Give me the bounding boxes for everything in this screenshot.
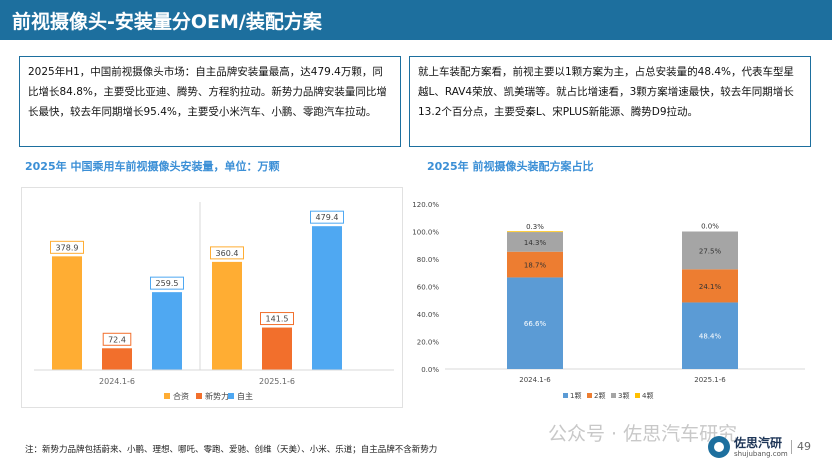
data-label-box-1-0 xyxy=(102,332,132,346)
bar-1-0 xyxy=(102,348,132,370)
data-label-2-0: 259.5 xyxy=(156,279,179,288)
chart1-panel: 378.9 72.4 259.5 2024.1-6 360.4 141.5 479.4 202… xyxy=(21,187,403,408)
x-tick-label-1: 2025.1-6 xyxy=(259,377,295,386)
data-label-1-0: 72.4 xyxy=(108,335,126,344)
data-label-1-1: 24.1% xyxy=(699,283,722,291)
data-label-0-0: 66.6% xyxy=(524,320,547,328)
data-label-0-1: 360.4 xyxy=(216,249,239,258)
legend-label-0: 1颗 xyxy=(570,392,581,400)
data-label-box-1-1 xyxy=(260,312,294,326)
bar-2-0 xyxy=(152,292,182,370)
header-bar: 前视摄像头-安装量分OEM/装配方案 xyxy=(0,0,832,40)
stack-seg-1-1 xyxy=(682,269,738,303)
data-label-1-0: 18.7% xyxy=(524,262,547,270)
stack-seg-2-0 xyxy=(507,232,563,252)
y-tick-label-4: 80.0% xyxy=(417,256,440,264)
chart1-title: 2025年 中国乘用车前视摄像头安装量，单位：万颗 xyxy=(25,160,280,173)
watermark: 公众号 · 佐思汽车研究 xyxy=(548,423,738,445)
data-label-2-0: 14.3% xyxy=(524,239,547,247)
footnote: 注：新势力品牌包括蔚来、小鹏、理想、哪吒、零跑、爱驰、创维（天美）、小米、乐道；… xyxy=(25,445,438,455)
page-number-divider xyxy=(791,440,792,454)
data-label-box-0-1 xyxy=(210,246,244,260)
x-tick-label-0: 2024.1-6 xyxy=(99,377,135,386)
data-label-2-1: 27.5% xyxy=(699,247,722,255)
stack-seg-0-0 xyxy=(507,277,563,369)
y-tick-label-3: 60.0% xyxy=(417,284,440,292)
data-label-0-1: 48.4% xyxy=(699,333,722,341)
x-tick-label-1: 2025.1-6 xyxy=(694,376,726,384)
legend-swatch-0 xyxy=(164,393,170,399)
legend-swatch-0 xyxy=(563,393,568,398)
page-number: 49 xyxy=(797,440,811,453)
bar-0-0 xyxy=(52,256,82,370)
legend-label-1: 2颗 xyxy=(594,392,605,400)
summary-left: 2025年H1，中国前视摄像头市场：自主品牌安装量最高，达479.4万颗，同比增… xyxy=(19,56,401,147)
bar-0-1 xyxy=(212,261,242,370)
legend-swatch-2 xyxy=(611,393,616,398)
legend-swatch-1 xyxy=(196,393,202,399)
y-tick-label-6: 120.0% xyxy=(412,201,439,209)
y-tick-label-0: 0.0% xyxy=(421,366,439,374)
logo-name: 佐思汽研 xyxy=(734,436,783,450)
y-tick-label-5: 100.0% xyxy=(412,229,439,237)
x-tick-label-0: 2024.1-6 xyxy=(519,376,551,384)
stack-seg-0-1 xyxy=(682,302,738,369)
brand-logo: 佐思汽研 shujubang.com xyxy=(708,434,788,462)
stack-seg-2-1 xyxy=(682,231,738,270)
bar-2-1 xyxy=(312,226,342,370)
chart2-title: 2025年 前视摄像头装配方案占比 xyxy=(427,160,594,173)
data-label-3-0: 0.3% xyxy=(526,223,544,231)
stack-seg-3-0 xyxy=(507,231,563,233)
data-label-box-0-0 xyxy=(50,240,84,254)
stack-seg-1-0 xyxy=(507,251,563,278)
legend-label-2: 3颗 xyxy=(618,392,629,400)
legend-label-3: 4颗 xyxy=(642,392,653,400)
legend-swatch-2 xyxy=(228,393,234,399)
chart2-svg: 0.0% 20.0% 40.0% 60.0% 80.0% 100.0% 120.0% 66.6… xyxy=(412,201,805,400)
summary-right: 就上车装配方案看，前视主要以1颗方案为主，占总安装量的48.4%，代表车型星越L… xyxy=(409,56,811,147)
chart2-panel: 0.0% 20.0% 40.0% 60.0% 80.0% 100.0% 120.0% 66.6… xyxy=(409,193,811,408)
y-tick-label-1: 20.0% xyxy=(417,339,440,347)
data-label-0-0: 378.9 xyxy=(56,243,79,252)
legend-swatch-1 xyxy=(587,393,592,398)
data-label-2-1: 479.4 xyxy=(316,213,339,222)
y-tick-label-2: 40.0% xyxy=(417,311,440,319)
logo-icon xyxy=(708,436,730,458)
legend-swatch-3 xyxy=(635,393,640,398)
page-title: 前视摄像头-安装量分OEM/装配方案 xyxy=(12,11,322,33)
legend-label-2: 自主 xyxy=(237,391,253,401)
legend-label-0: 合资 xyxy=(173,391,189,401)
logo-url: shujubang.com xyxy=(734,450,788,458)
data-label-box-2-0 xyxy=(150,276,184,290)
legend-label-1: 新势力 xyxy=(205,391,229,401)
data-label-3-1: 0.0% xyxy=(701,223,719,231)
bar-1-1 xyxy=(262,327,292,370)
data-label-1-1: 141.5 xyxy=(266,315,289,324)
chart1-svg: 378.9 72.4 259.5 2024.1-6 360.4 141.5 479.4 202… xyxy=(34,202,394,401)
data-label-box-2-1 xyxy=(310,210,344,224)
